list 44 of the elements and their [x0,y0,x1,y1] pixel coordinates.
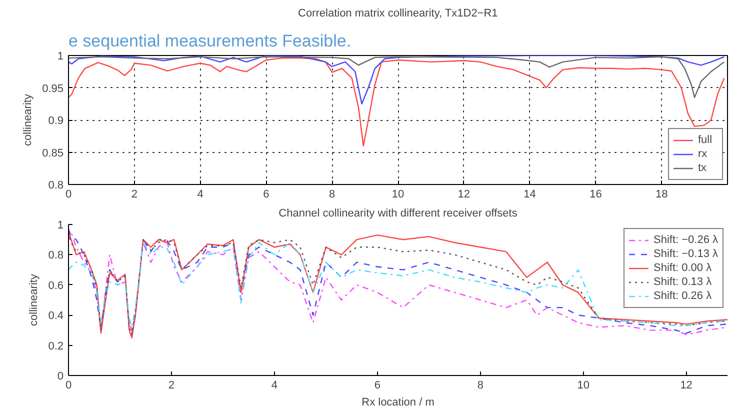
chart-title: Correlation matrix collinearity, Tx1D2−R1 [298,8,498,20]
chart-title: Channel collinearity with different receiver offsets [278,208,518,220]
text: e sequential measurements Feasible. [68,32,352,50]
x-tick-label: 18 [655,188,668,200]
legend-label: Shift: 0.26 λ [653,289,712,303]
x-tick-label: 4 [271,380,278,392]
legend-label: Shift: 0.00 λ [653,261,712,275]
x-tick-label: 12 [680,380,692,392]
x-tick-label: 16 [590,188,602,200]
x-tick-label: 12 [458,188,470,200]
y-tick-label: 0.8 [48,180,64,192]
y-tick-label: 0.95 [42,82,64,95]
x-axis-title: Rx location / m [362,396,434,408]
y-tick-label: 1 [57,220,64,232]
y-axis-title: collinearity [28,274,40,326]
x-tick-label: 0 [65,380,72,392]
y-tick-label: 0.6 [48,280,64,292]
y-tick-label: 0.8 [48,250,64,262]
legend-label: tx [698,161,708,175]
y-tick-label: 0.9 [48,115,64,127]
x-tick-label: 8 [477,380,484,392]
x-tick-label: 8 [329,188,336,200]
y-tick-label: 0.4 [48,310,64,322]
legend-label: Shift: −0.26 λ [653,233,718,247]
x-tick-label: 2 [131,188,138,200]
y-tick-label: 1 [57,50,64,62]
legend-label: full [698,133,714,147]
line-series [68,57,725,146]
legend-label: Shift: −0.13 λ [653,247,718,261]
x-tick-label: 6 [374,380,380,392]
legend-label: Shift: 0.13 λ [653,275,712,289]
x-tick-label: 6 [263,188,270,200]
y-tick-label: 0.2 [48,340,64,352]
x-tick-label: 10 [577,380,590,392]
x-tick-label: 10 [392,188,404,200]
line-series [68,242,728,328]
x-tick-label: 2 [168,380,175,392]
y-axis-title: collinearity [22,94,34,146]
x-tick-label: 0 [65,188,72,200]
legend-label: rx [698,147,708,161]
x-tick-label: 14 [524,188,536,200]
y-tick-label: 0.85 [42,147,64,160]
y-tick-label: 0 [57,370,64,382]
x-tick-label: 4 [197,188,204,200]
